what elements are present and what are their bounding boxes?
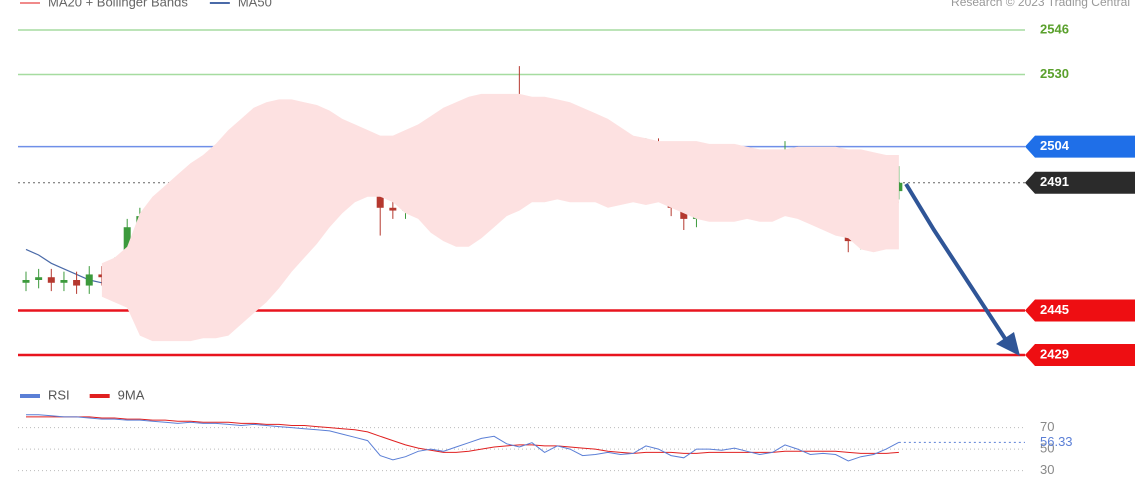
level-label: 2504 — [1040, 138, 1070, 153]
y-tick-label: 30 — [1040, 462, 1054, 477]
level-tag — [1025, 171, 1135, 194]
level-label: 2530 — [1040, 66, 1069, 81]
level-label: 2445 — [1040, 302, 1069, 317]
series-line — [26, 416, 899, 454]
candle-body — [389, 207, 397, 211]
legend-label: 9MA — [118, 387, 145, 402]
legend-label: MA20 + Bollinger Bands — [48, 0, 188, 9]
level-tag — [1025, 344, 1135, 366]
level-tag — [1025, 135, 1135, 158]
level-tag — [1025, 299, 1135, 322]
bollinger-band — [101, 93, 899, 342]
legend-label: MA50 — [238, 0, 272, 9]
last-value-label: 56.33 — [1040, 434, 1073, 449]
candle-body — [35, 277, 43, 280]
candle-body — [85, 274, 93, 286]
arrow-head — [996, 332, 1020, 356]
series-line — [26, 414, 900, 462]
y-tick-label: 50 — [1040, 441, 1054, 456]
credit: Research © 2023 Trading Central — [951, 0, 1130, 9]
candle-body — [47, 277, 55, 283]
y-tick-label: 70 — [1040, 419, 1054, 434]
level-label: 2491 — [1040, 174, 1069, 189]
candle-body — [73, 280, 81, 286]
level-label: 2546 — [1040, 21, 1069, 36]
candle-body — [60, 280, 68, 283]
forecast-arrow — [904, 182, 1020, 356]
candle-body — [22, 280, 30, 283]
candle-body — [123, 227, 131, 267]
level-label: 2429 — [1040, 346, 1069, 361]
legend-label: RSI — [48, 387, 70, 402]
candle-body — [680, 207, 688, 219]
arrow-shaft — [904, 182, 1008, 342]
